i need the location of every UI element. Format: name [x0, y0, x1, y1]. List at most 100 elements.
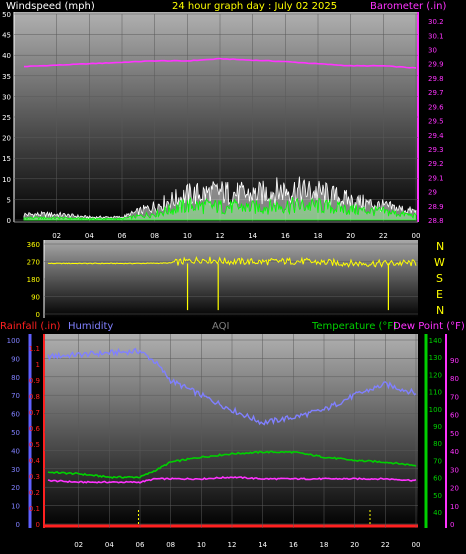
wind-tick-label: 20 [2, 135, 11, 143]
wind-tick-label: 35 [2, 73, 11, 81]
wind-x-tick-label: 06 [118, 232, 127, 240]
direction-label-s: S [436, 272, 443, 285]
baro-tick-label: 29.1 [428, 174, 444, 182]
humidity-x-tick-label: 08 [166, 541, 175, 549]
humidity-axis-title: Humidity [68, 321, 113, 332]
baro-tick-label: 29 [428, 189, 437, 197]
baro-tick-label: 30 [428, 47, 437, 55]
baro-tick-label: 29.4 [428, 132, 444, 140]
humidity-plot-area [44, 334, 418, 528]
humidity-tick-label: 70 [11, 392, 20, 400]
wind-x-tick-label: 04 [85, 232, 94, 240]
temp-tick-label: 120 [429, 371, 442, 379]
humidity-x-tick-label: 04 [105, 541, 114, 549]
wind-x-tick-label: 08 [150, 232, 159, 240]
wind-x-tick-label: 12 [216, 232, 225, 240]
wind-tick-label: 30 [2, 93, 11, 101]
rain-tick-label: 0 [36, 521, 40, 529]
rain-tick-label: 0.3 [29, 473, 40, 481]
rain-tick-label: 0.8 [29, 393, 40, 401]
wind-x-tick-label: 00 [412, 232, 421, 240]
baro-tick-label: 29.5 [428, 118, 444, 126]
temp-tick-label: 80 [433, 440, 442, 448]
direction-label-w: W [434, 256, 445, 269]
baro-tick-label: 29.8 [428, 75, 444, 83]
direction-label-e: E [436, 288, 443, 301]
humidity-tick-label: 0 [16, 521, 20, 529]
rain-tick-label: 1 [36, 361, 40, 369]
humidity-x-tick-label: 20 [350, 541, 359, 549]
baro-tick-label: 30.1 [428, 32, 444, 40]
baro-tick-label: 29.2 [428, 160, 444, 168]
rain-tick-label: 0.7 [29, 409, 40, 417]
direction-label-n-bottom: N [436, 304, 444, 317]
wind-tick-label: 15 [2, 155, 11, 163]
humidity-x-tick-label: 22 [381, 541, 390, 549]
humidity-x-tick-label: 16 [289, 541, 298, 549]
wind-tick-label: 5 [7, 196, 11, 204]
wind-average-series [23, 196, 417, 221]
wind-x-tick-label: 14 [248, 232, 257, 240]
direction-tick-label: 180 [27, 276, 40, 284]
temp-tick-label: 130 [429, 354, 442, 362]
humidity-x-tick-label: 18 [320, 541, 329, 549]
humidity-tick-label: 20 [11, 484, 20, 492]
humidity-tick-label: 40 [11, 447, 20, 455]
rain-axis-title: Rainfall (.in) [0, 321, 61, 332]
baro-tick-label: 29.3 [428, 146, 444, 154]
temp-tick-label: 90 [433, 423, 442, 431]
temperature-series [47, 450, 417, 479]
humidity-x-tick-label: 06 [136, 541, 145, 549]
temp-axis-title: Temperature (°F) [311, 321, 397, 332]
humidity-x-tick-label: 12 [228, 541, 237, 549]
baro-tick-label: 28.8 [428, 217, 444, 225]
rain-tick-label: 0.4 [29, 457, 41, 465]
wind-axis-title: Windspeed (mph) [6, 1, 95, 12]
wind-tick-label: 0 [7, 217, 11, 225]
direction-tick-label: 270 [27, 259, 40, 267]
dew-tick-label: 40 [450, 448, 459, 456]
temp-tick-label: 60 [433, 475, 442, 483]
wind-tick-label: 45 [2, 32, 11, 40]
direction-tick-label: 360 [27, 241, 40, 249]
direction-tick-label: 90 [31, 294, 40, 302]
wind-tick-label: 25 [2, 114, 11, 122]
temp-tick-label: 110 [429, 389, 442, 397]
dew-tick-label: 30 [450, 466, 459, 474]
temp-tick-label: 100 [429, 406, 442, 414]
humidity-tick-label: 60 [11, 411, 20, 419]
wind-tick-label: 40 [2, 52, 11, 60]
humidity-tick-label: 10 [11, 503, 20, 511]
chart-title: 24 hour graph day : July 02 2025 [172, 1, 337, 12]
humidity-tick-label: 80 [11, 374, 20, 382]
humidity-tick-label: 30 [11, 466, 20, 474]
dew-tick-label: 60 [450, 412, 459, 420]
humidity-x-tick-label: 10 [197, 541, 206, 549]
rain-tick-label: 0.6 [29, 425, 41, 433]
temp-tick-label: 70 [433, 457, 442, 465]
dew-tick-label: 70 [450, 393, 459, 401]
baro-axis-title: Barometer (.in) [370, 1, 446, 12]
baro-tick-label: 30.2 [428, 18, 444, 26]
baro-tick-label: 29.7 [428, 89, 444, 97]
dew-tick-label: 20 [450, 485, 459, 493]
wind-x-tick-label: 10 [183, 232, 192, 240]
rain-tick-label: 0.1 [29, 505, 40, 513]
humidity-tick-label: 90 [11, 355, 20, 363]
baro-tick-label: 29.9 [428, 61, 444, 69]
direction-tick-label: 0 [36, 311, 40, 319]
dew-tick-label: 80 [450, 375, 459, 383]
dew-tick-label: 10 [450, 503, 459, 511]
rain-tick-label: 0.2 [29, 489, 40, 497]
wind-x-tick-label: 16 [281, 232, 290, 240]
wind-x-tick-label: 02 [52, 232, 61, 240]
baro-tick-label: 28.9 [428, 203, 444, 211]
wind-x-tick-label: 22 [379, 232, 388, 240]
temp-tick-label: 140 [429, 337, 442, 345]
wind-x-tick-label: 20 [346, 232, 355, 240]
dew-tick-label: 0 [450, 521, 454, 529]
rain-tick-label: 1.1 [29, 345, 40, 353]
dew-tick-label: 50 [450, 430, 459, 438]
